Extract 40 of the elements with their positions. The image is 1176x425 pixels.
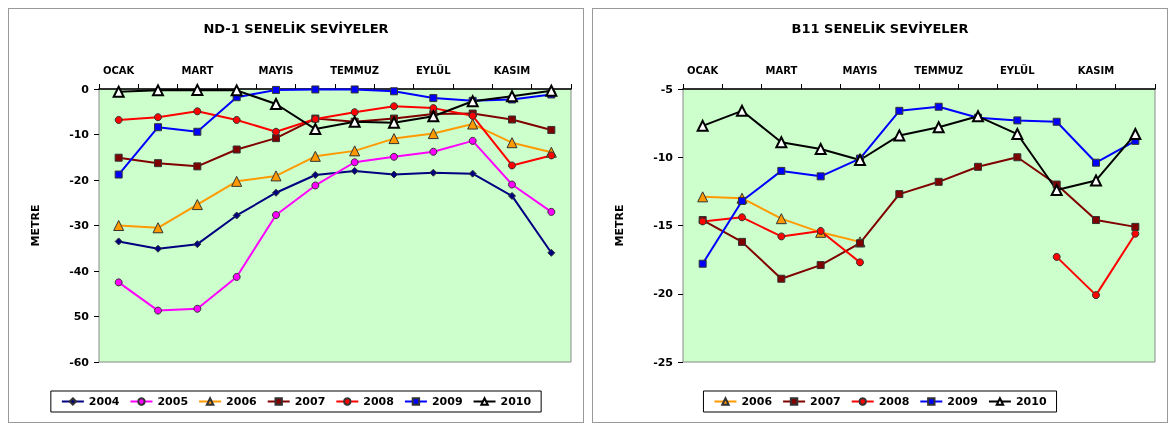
y-tick-label: -15 [653,219,673,232]
chart-title: ND-1 SENELİK SEVİYELER [203,21,389,36]
legend-label: 2010 [500,395,532,408]
x-tick-label: MAYIS [842,64,878,76]
y-tick-label: -5 [660,82,673,96]
legend-label: 2009 [947,395,978,408]
y-tick-label: -10 [653,150,674,164]
x-tick-label: MART [181,64,214,76]
y-tick-label: -30 [69,219,90,232]
legend-label: 2010 [1015,395,1047,408]
x-tick-label: EYLÜL [416,62,452,76]
y-tick-label: -25 [653,355,673,369]
x-tick-label: TEMMUZ [330,64,380,76]
y-axis-title: METRE [29,204,42,247]
chart-title: B11 SENELİK SEVİYELER [791,21,969,36]
x-tick-label: EYLÜL [1000,62,1036,76]
x-tick-label: OCAK [103,64,136,76]
y-tick-label: -20 [69,173,90,187]
y-tick-label: -40 [69,264,90,278]
y-tick-label: -60 [69,355,90,369]
x-tick-label: KASIM [493,64,531,76]
y-tick-label: 50 [73,310,90,323]
y-tick-label: -10 [69,128,90,141]
legend-label: 2006 [226,395,258,408]
legend-label: 2006 [741,395,773,408]
y-tick-label: -20 [653,287,674,301]
legend-label: 2008 [363,395,394,408]
y-axis-title: METRE [613,204,626,247]
legend-label: 2004 [88,395,120,408]
y-tick-label: 0 [81,82,90,96]
x-tick-label: MAYIS [258,64,294,76]
x-tick-label: OCAK [687,64,720,76]
legend-label: 2007 [294,395,326,408]
x-tick-label: TEMMUZ [914,64,964,76]
legend-label: 2009 [431,395,463,408]
x-tick-label: MART [765,64,798,76]
legend-label: 2007 [810,395,841,408]
legend-label: 2005 [157,395,189,408]
x-tick-label: KASIM [1077,64,1115,76]
legend-label: 2008 [878,395,910,408]
